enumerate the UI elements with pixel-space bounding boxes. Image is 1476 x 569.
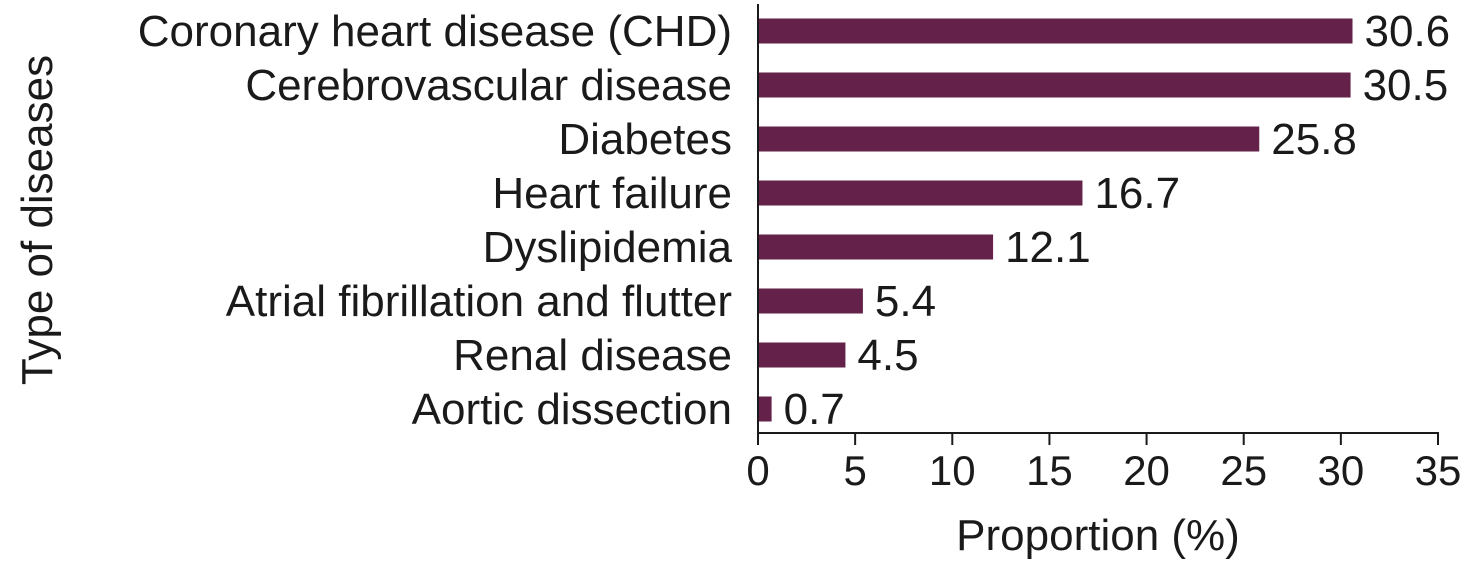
data-label: 16.7 <box>1094 169 1180 218</box>
bar <box>758 126 1260 152</box>
x-axis-title: Proportion (%) <box>956 511 1240 560</box>
bar <box>758 396 772 422</box>
category-label: Heart failure <box>492 169 732 218</box>
bar <box>758 18 1353 44</box>
bar <box>758 342 846 368</box>
bar <box>758 180 1083 206</box>
category-label: Atrial fibrillation and flutter <box>226 277 732 326</box>
x-tick-label: 5 <box>843 447 866 494</box>
data-label: 30.5 <box>1363 61 1449 110</box>
x-tick-label: 30 <box>1317 447 1364 494</box>
x-tick-label: 0 <box>746 447 769 494</box>
category-label: Dyslipidemia <box>483 223 733 272</box>
y-axis-title: Type of diseases <box>13 55 62 385</box>
x-tick-label: 15 <box>1026 447 1073 494</box>
value-labels: 30.6 30.525.8 16.712.1 5.4 4.50.7 <box>784 7 1451 434</box>
category-labels: Coronary heart disease (CHD) Cerebrovascu… <box>138 7 733 434</box>
bar <box>758 288 863 314</box>
x-tick-label: 25 <box>1220 447 1267 494</box>
data-label: 30.6 <box>1365 7 1451 56</box>
data-label: 0.7 <box>784 385 845 434</box>
data-label: 12.1 <box>1005 223 1091 272</box>
bar <box>758 234 994 260</box>
x-tick-label: 20 <box>1123 447 1170 494</box>
data-label: 5.4 <box>875 277 936 326</box>
bar <box>758 72 1351 98</box>
data-label: 4.5 <box>857 331 918 380</box>
x-tick-label: 35 <box>1415 447 1462 494</box>
data-label: 25.8 <box>1271 115 1357 164</box>
x-tick-label: 10 <box>929 447 976 494</box>
category-label: Cerebrovascular disease <box>245 61 732 110</box>
category-label: Coronary heart disease (CHD) <box>138 7 732 56</box>
category-label: Aortic dissection <box>412 385 732 434</box>
bars-group <box>758 18 1353 422</box>
category-label: Renal disease <box>453 331 732 380</box>
x-axis-ticks: 0 5 10 15 20 25 30 35 <box>746 433 1461 494</box>
category-label: Diabetes <box>558 115 732 164</box>
